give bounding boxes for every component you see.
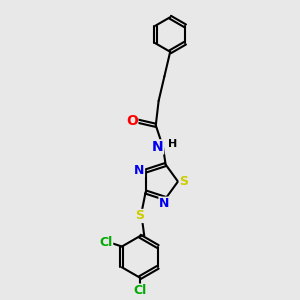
Text: S: S xyxy=(179,175,188,188)
Text: O: O xyxy=(126,114,138,128)
Text: N: N xyxy=(159,197,169,210)
Text: S: S xyxy=(135,209,144,223)
Text: Cl: Cl xyxy=(133,284,146,297)
Text: H: H xyxy=(168,139,177,149)
Text: Cl: Cl xyxy=(99,236,113,249)
Text: N: N xyxy=(134,164,145,177)
Text: N: N xyxy=(152,140,164,154)
